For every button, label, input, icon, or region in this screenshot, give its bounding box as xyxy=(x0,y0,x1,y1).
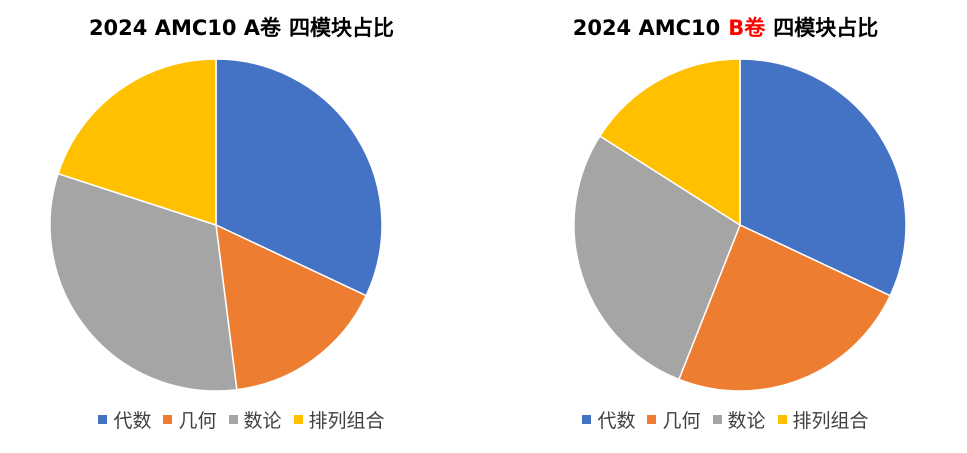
chart-a-legend-label: 代数 xyxy=(113,410,152,432)
chart-a-slice-3 xyxy=(57,58,217,227)
chart-b-pie xyxy=(573,58,907,392)
chart-b-legend-label: 代数 xyxy=(597,410,636,432)
chart-a-legend-item-1: 几何 xyxy=(163,406,217,433)
chart-b-legend-item-0: 代数 xyxy=(582,406,635,433)
chart-a-title-main: 2024 AMC10 A卷 xyxy=(88,16,282,40)
chart-b-title: 2024 AMC10 B卷 四模块占比 xyxy=(484,12,967,42)
chart-b-legend-label: 数论 xyxy=(727,410,766,432)
chart-b-slice-3 xyxy=(598,58,741,227)
chart-b-slice-1 xyxy=(677,223,892,392)
chart-a-legend-item-2: 数论 xyxy=(228,406,282,433)
chart-b-title-pre: 2024 AMC10 xyxy=(572,16,721,40)
chart-b-title-tail: 四模块占比 xyxy=(773,16,879,40)
chart-b-legend: 代数 几何 数论 排列组合 xyxy=(484,406,967,433)
chart-a-legend-item-0: 代数 xyxy=(98,406,151,433)
chart-b-legend-swatch xyxy=(777,415,787,424)
chart-a-legend-swatch xyxy=(163,415,173,424)
chart-a-legend-swatch xyxy=(228,415,238,424)
chart-a: 2024 AMC10 A卷 四模块占比 代数 几何 数论 排列组合 xyxy=(0,0,483,453)
chart-b-legend-item-3: 排列组合 xyxy=(777,406,869,433)
chart-a-pie xyxy=(49,58,383,392)
chart-b-legend-item-2: 数论 xyxy=(712,406,766,433)
chart-b-slice-0 xyxy=(739,58,907,297)
chart-a-legend-swatch xyxy=(98,415,108,424)
chart-a-legend: 代数 几何 数论 排列组合 xyxy=(0,406,483,433)
chart-b: 2024 AMC10 B卷 四模块占比 代数 几何 数论 排列组合 xyxy=(484,0,967,453)
chart-b-legend-swatch xyxy=(647,415,657,424)
chart-b-title-highlight: B卷 xyxy=(728,16,766,40)
chart-a-slice-2 xyxy=(49,172,238,392)
chart-b-legend-label: 排列组合 xyxy=(792,410,869,432)
chart-a-legend-label: 数论 xyxy=(243,410,282,432)
chart-a-title-tail: 四模块占比 xyxy=(289,16,395,40)
chart-b-legend-label: 几何 xyxy=(662,410,701,432)
chart-b-slice-2 xyxy=(573,135,741,381)
chart-b-legend-item-1: 几何 xyxy=(647,406,701,433)
chart-b-legend-swatch xyxy=(712,415,722,424)
chart-a-slice-1 xyxy=(215,223,368,391)
chart-a-legend-label: 几何 xyxy=(178,410,217,432)
chart-a-legend-label: 排列组合 xyxy=(308,410,385,432)
chart-a-legend-swatch xyxy=(293,415,303,424)
chart-b-legend-swatch xyxy=(582,415,592,424)
chart-a-legend-item-3: 排列组合 xyxy=(293,406,385,433)
chart-a-slice-0 xyxy=(215,58,383,297)
chart-a-title: 2024 AMC10 A卷 四模块占比 xyxy=(0,12,483,42)
